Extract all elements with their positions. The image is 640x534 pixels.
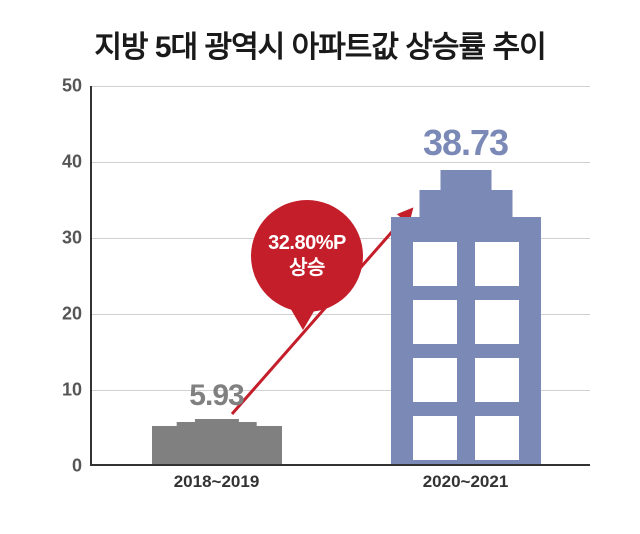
y-tick-label: 50 [62, 76, 82, 97]
gridline [92, 162, 590, 163]
chart-title: 지방 5대 광역시 아파트값 상승률 추이 [0, 0, 640, 66]
gridline [92, 86, 590, 87]
plot-area: 010203040502018~20192020~20215.9338.7332… [90, 86, 590, 466]
callout-line2: 상승 [289, 256, 325, 281]
callout-line1: 32.80%P [268, 231, 346, 256]
bar-value-label: 38.73 [423, 122, 508, 164]
y-tick-label: 0 [72, 456, 82, 477]
bar: 38.73 [391, 170, 541, 464]
building-windows [391, 242, 541, 435]
y-tick-label: 10 [62, 380, 82, 401]
y-tick-label: 20 [62, 304, 82, 325]
x-tick-label: 2020~2021 [423, 472, 509, 492]
bar-value-label: 5.93 [189, 379, 243, 413]
building-icon [391, 170, 541, 464]
y-tick-label: 30 [62, 228, 82, 249]
building-icon [152, 419, 282, 464]
bar: 5.93 [152, 419, 282, 464]
y-tick-label: 40 [62, 152, 82, 173]
chart-area: 010203040502018~20192020~20215.9338.7332… [42, 86, 612, 506]
change-callout: 32.80%P상승 [251, 200, 363, 312]
x-tick-label: 2018~2019 [174, 472, 260, 492]
callout-tail [289, 306, 317, 330]
